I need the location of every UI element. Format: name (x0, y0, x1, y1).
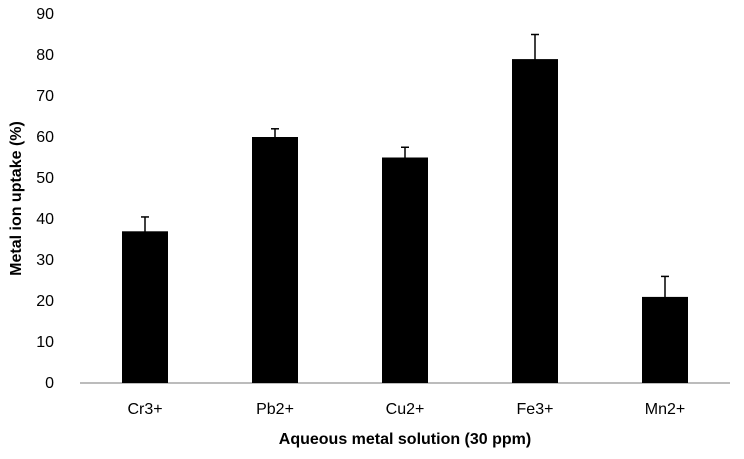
y-tick-label: 10 (36, 334, 54, 351)
bar-cr3 (122, 231, 168, 383)
y-tick-label: 60 (36, 129, 54, 146)
y-tick-label: 40 (36, 211, 54, 228)
x-tick-label: Cu2+ (386, 401, 425, 418)
x-axis-title: Aqueous metal solution (30 ppm) (279, 431, 531, 448)
x-tick-label: Mn2+ (645, 401, 685, 418)
y-tick-label: 80 (36, 47, 54, 64)
y-tick-label: 30 (36, 252, 54, 269)
x-tick-label: Fe3+ (517, 401, 554, 418)
x-tick-label: Pb2+ (256, 401, 294, 418)
y-tick-label: 0 (45, 375, 54, 392)
y-tick-label: 70 (36, 88, 54, 105)
x-tick-label: Cr3+ (127, 401, 162, 418)
error-bar-pb2 (271, 128, 279, 146)
bar-fe3 (512, 59, 558, 383)
error-bar-mn2 (661, 275, 669, 319)
bar-cu2 (382, 157, 428, 383)
y-tick-label: 20 (36, 293, 54, 310)
error-bar-cr3 (141, 216, 149, 247)
error-bar-fe3 (531, 33, 539, 85)
bars-group (122, 59, 688, 383)
error-bars-group (141, 33, 669, 319)
y-axis-title: Metal ion uptake (%) (8, 121, 25, 276)
y-axis-ticks: 0 10 20 30 40 50 60 70 80 90 (36, 6, 54, 392)
y-tick-label: 50 (36, 170, 54, 187)
bar-pb2 (252, 137, 298, 383)
x-axis-ticks: Cr3+ Pb2+ Cu2+ Fe3+ Mn2+ (127, 401, 685, 418)
error-bar-cu2 (401, 146, 409, 169)
y-tick-label: 90 (36, 6, 54, 23)
